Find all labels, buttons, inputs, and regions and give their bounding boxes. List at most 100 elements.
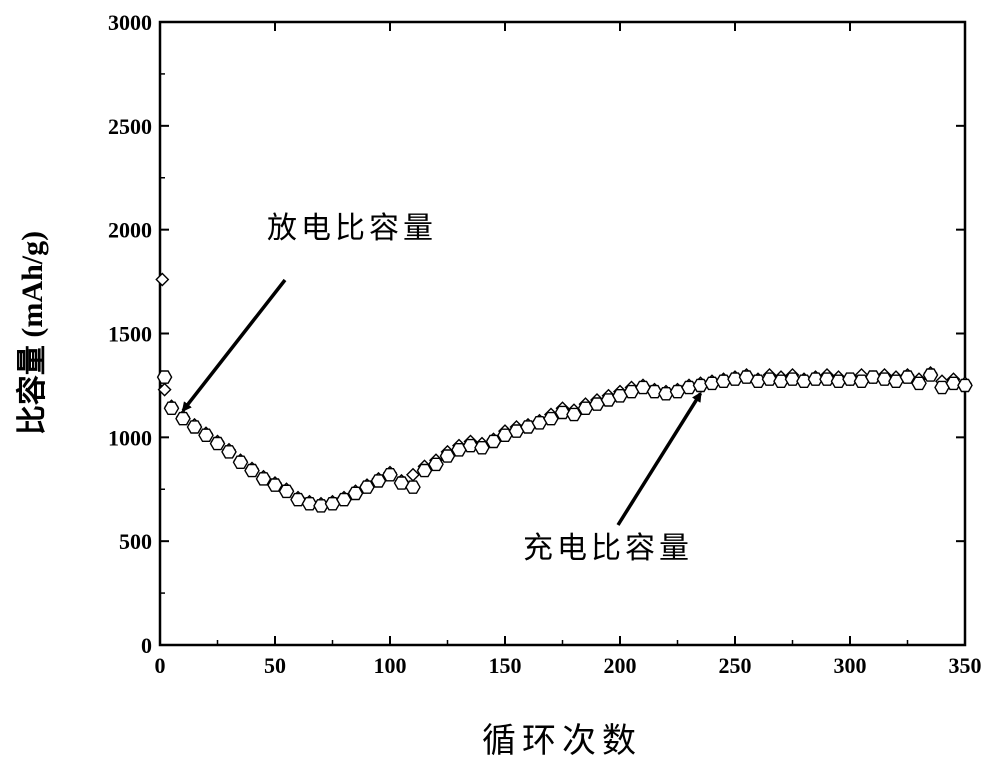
x-tick-label: 50 — [264, 653, 286, 678]
data-point-charge — [313, 499, 329, 513]
x-tick-label: 0 — [155, 653, 166, 678]
x-axis-ticks: 0 50 100 150 200 250 300 350 — [155, 22, 982, 678]
y-tick-label: 1500 — [108, 322, 152, 347]
data-point-charge — [474, 441, 490, 455]
data-point-charge — [186, 420, 203, 434]
data-point-charge — [577, 401, 594, 415]
data-point-charge — [784, 372, 801, 386]
data-point-charge — [807, 372, 824, 386]
data-point-charge — [198, 428, 214, 442]
data-point-charge — [738, 370, 755, 384]
y-tick-label: 2000 — [108, 218, 152, 243]
series-layer — [155, 272, 973, 513]
data-point-charge — [934, 380, 950, 395]
data-point-charge — [669, 384, 686, 399]
data-point-charge — [531, 416, 548, 430]
data-point-charge — [267, 478, 283, 492]
data-point-charge — [957, 378, 973, 393]
data-point-charge — [156, 370, 173, 384]
data-point-charge — [796, 374, 812, 388]
data-point-charge — [416, 463, 433, 478]
x-tick-label: 250 — [719, 653, 752, 678]
data-point-charge — [830, 374, 847, 388]
y-tick-label: 1000 — [108, 425, 152, 450]
y-axis-ticks: 0 500 1000 1500 2000 2500 3000 — [108, 10, 965, 658]
data-point-charge — [888, 374, 904, 388]
data-point-charge — [451, 443, 467, 457]
data-point-charge — [301, 497, 318, 511]
y-axis-label: 比容量 (mAh/g) — [16, 231, 49, 435]
data-point-charge — [922, 368, 939, 382]
data-point-charge — [853, 374, 870, 388]
data-point-charge — [209, 436, 226, 451]
data-point-discharge — [157, 382, 172, 397]
data-point-charge — [658, 387, 674, 401]
data-point-charge — [646, 384, 663, 399]
data-point-charge — [600, 393, 617, 407]
data-point-charge — [485, 434, 502, 449]
annotation-label-discharge: 放电比容量 — [267, 211, 437, 246]
data-point-charge — [911, 376, 927, 391]
data-point-charge — [462, 438, 479, 453]
data-point-charge — [773, 374, 789, 388]
annotation-label-charge: 充电比容量 — [523, 531, 693, 566]
data-point-charge — [232, 455, 249, 469]
data-point-charge — [715, 374, 732, 388]
data-point-charge — [543, 411, 559, 426]
data-point-charge — [175, 411, 191, 426]
data-point-charge — [508, 424, 525, 438]
series-charge — [156, 368, 973, 513]
annotation-arrow-discharge — [181, 278, 287, 413]
data-point-charge — [393, 476, 410, 490]
data-point-charge — [865, 370, 881, 384]
data-point-charge — [727, 372, 743, 386]
y-tick-label: 0 — [141, 633, 152, 658]
series-discharge — [155, 272, 972, 511]
data-point-charge — [428, 457, 444, 472]
data-point-charge — [876, 372, 893, 386]
data-point-charge — [439, 449, 456, 463]
data-point-charge — [704, 376, 720, 391]
data-point-charge — [324, 497, 341, 511]
data-point-charge — [520, 420, 536, 434]
x-axis-label: 循环次数 — [482, 721, 642, 761]
data-point-charge — [278, 484, 295, 499]
x-tick-label: 100 — [374, 653, 407, 678]
data-point-charge — [842, 372, 858, 386]
y-tick-label: 2500 — [108, 114, 152, 139]
data-point-charge — [554, 405, 571, 420]
y-tick-label: 3000 — [108, 10, 152, 35]
data-point-charge — [255, 472, 272, 486]
x-tick-label: 200 — [604, 653, 637, 678]
data-point-charge — [382, 468, 398, 482]
data-point-charge — [945, 376, 962, 391]
data-point-charge — [163, 401, 180, 415]
data-point-charge — [819, 372, 835, 386]
data-point-charge — [336, 492, 352, 507]
x-tick-label: 350 — [949, 653, 982, 678]
annotation-arrow-charge — [616, 391, 702, 526]
data-point-charge — [692, 378, 709, 393]
data-point-discharge — [155, 272, 170, 287]
data-point-charge — [359, 480, 375, 494]
data-point-charge — [750, 374, 766, 388]
data-point-charge — [370, 474, 387, 488]
data-point-charge — [244, 463, 260, 478]
data-point-charge — [612, 389, 628, 403]
data-point-charge — [589, 397, 605, 411]
data-point-charge — [221, 445, 237, 459]
data-point-charge — [623, 384, 640, 399]
data-point-charge — [635, 380, 651, 395]
data-point-charge — [761, 372, 778, 386]
x-tick-label: 150 — [489, 653, 522, 678]
data-point-charge — [405, 480, 421, 494]
data-point-charge — [497, 428, 513, 442]
data-point-charge — [347, 486, 364, 501]
data-point-charge — [899, 370, 916, 384]
data-point-charge — [566, 407, 582, 422]
x-tick-label: 300 — [834, 653, 867, 678]
y-tick-label: 500 — [119, 529, 152, 554]
data-point-charge — [290, 492, 306, 507]
